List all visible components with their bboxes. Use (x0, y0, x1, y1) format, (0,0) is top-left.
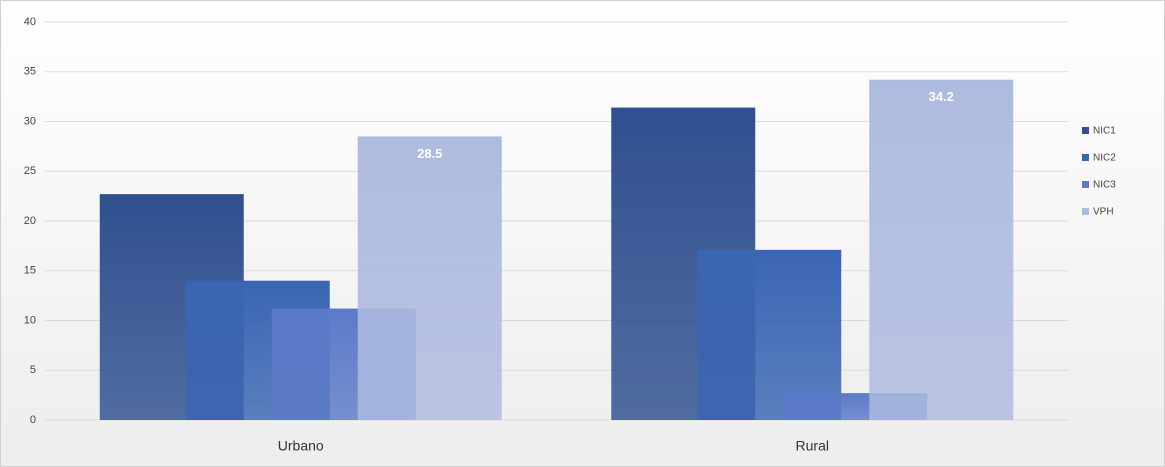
legend-swatch (1082, 154, 1089, 161)
legend-label: NIC2 (1093, 153, 1116, 164)
bar (357, 136, 502, 421)
x-tick-label: Urbano (278, 438, 324, 454)
bar (697, 249, 842, 420)
legend-swatch (1082, 208, 1089, 215)
legend-swatch (1082, 181, 1089, 188)
y-tick-label: 10 (24, 314, 36, 326)
y-tick-label: 40 (24, 16, 36, 28)
y-tick-label: 15 (24, 265, 36, 277)
legend-swatch (1082, 127, 1089, 134)
y-tick-label: 30 (24, 115, 36, 127)
y-tick-label: 25 (24, 165, 36, 177)
bar (869, 79, 1014, 421)
legend-label: NIC1 (1093, 126, 1116, 137)
y-tick-label: 5 (30, 364, 36, 376)
y-tick-label: 20 (24, 215, 36, 227)
legend-label: NIC3 (1093, 180, 1116, 191)
y-tick-label: 35 (24, 66, 36, 78)
y-tick-label: 0 (30, 414, 36, 426)
x-tick-label: Rural (796, 438, 829, 454)
legend-label: VPH (1093, 207, 1114, 218)
data-label: 34.2 (929, 89, 954, 104)
data-label: 28.5 (417, 146, 442, 161)
